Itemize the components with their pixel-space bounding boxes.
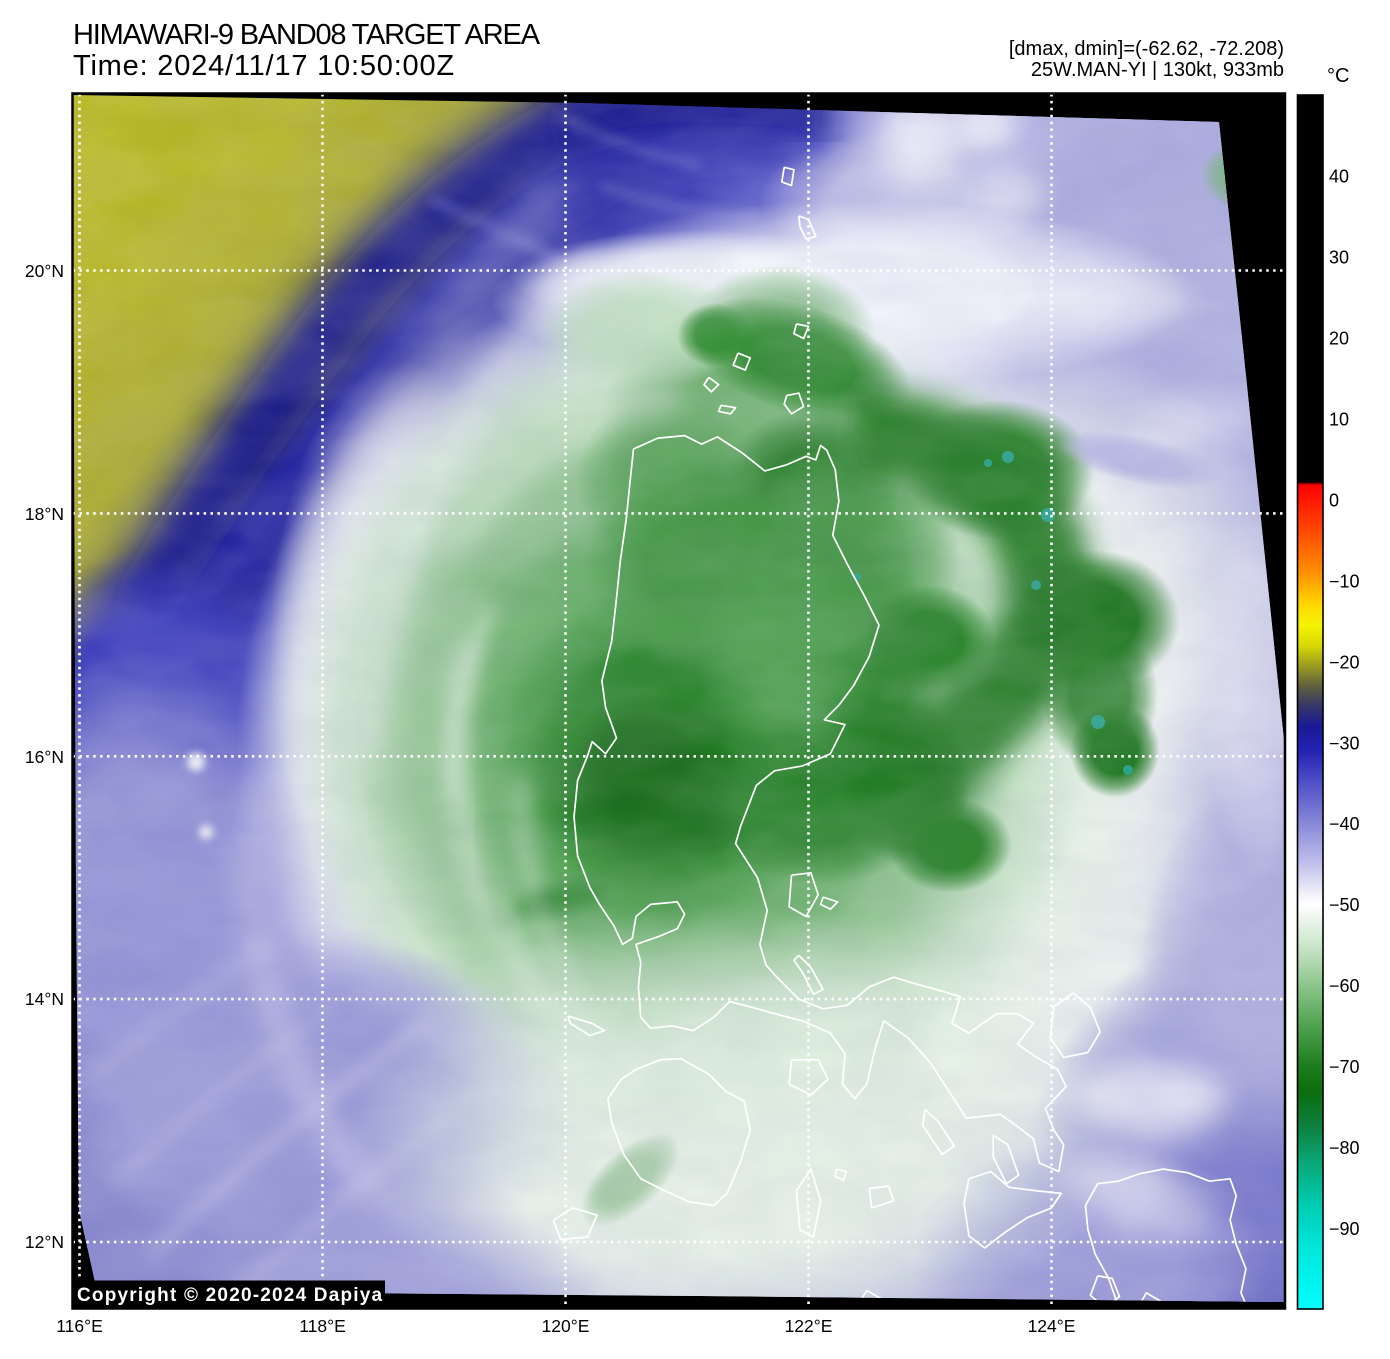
svg-text:Time: 2024/11/17 10:50:00Z: Time: 2024/11/17 10:50:00Z <box>73 50 455 82</box>
svg-text:16°N: 16°N <box>25 747 64 767</box>
svg-text:118°E: 118°E <box>299 1316 346 1336</box>
svg-text:12°N: 12°N <box>25 1232 64 1252</box>
svg-text:30: 30 <box>1329 248 1349 268</box>
svg-text:40: 40 <box>1329 167 1349 187</box>
svg-text:14°N: 14°N <box>25 989 64 1009</box>
svg-text:Copyright © 2020-2024 Dapiya: Copyright © 2020-2024 Dapiya <box>77 1285 383 1306</box>
svg-text:122°E: 122°E <box>785 1316 833 1336</box>
svg-text:10: 10 <box>1329 410 1349 430</box>
svg-text:0: 0 <box>1329 491 1339 511</box>
svg-text:−10: −10 <box>1329 571 1360 591</box>
svg-text:−90: −90 <box>1329 1219 1360 1239</box>
svg-text:124°E: 124°E <box>1028 1316 1076 1336</box>
svg-text:116°E: 116°E <box>56 1316 103 1336</box>
svg-text:120°E: 120°E <box>542 1316 590 1336</box>
svg-text:−30: −30 <box>1329 733 1360 753</box>
svg-text:25W.MAN-YI | 130kt, 933mb: 25W.MAN-YI | 130kt, 933mb <box>1031 59 1284 81</box>
svg-text:20: 20 <box>1329 329 1349 349</box>
svg-text:−80: −80 <box>1329 1138 1360 1158</box>
svg-text:20°N: 20°N <box>25 261 64 281</box>
svg-text:[dmax, dmin]=(-62.62, -72.208): [dmax, dmin]=(-62.62, -72.208) <box>1009 38 1284 60</box>
svg-text:−20: −20 <box>1329 652 1360 672</box>
svg-text:−70: −70 <box>1329 1057 1360 1077</box>
svg-text:−50: −50 <box>1329 895 1360 915</box>
svg-text:18°N: 18°N <box>25 504 64 524</box>
svg-text:HIMAWARI-9 BAND08 TARGET AREA: HIMAWARI-9 BAND08 TARGET AREA <box>73 19 541 51</box>
svg-text:°C: °C <box>1327 65 1349 87</box>
svg-text:−60: −60 <box>1329 976 1360 996</box>
svg-text:−40: −40 <box>1329 814 1360 834</box>
